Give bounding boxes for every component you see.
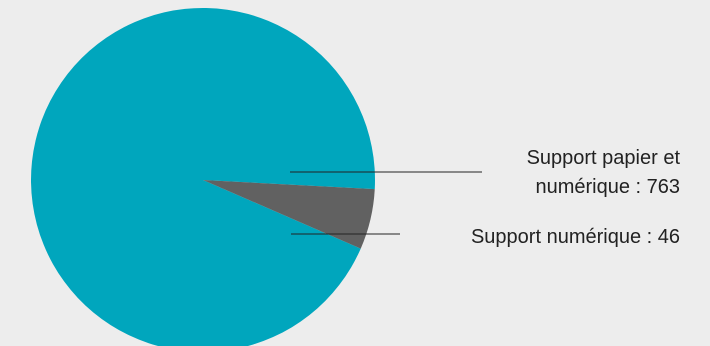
pie-slice-paper-digital [31,8,375,346]
pie-slice-digital [203,180,375,249]
leader-lines [290,171,482,235]
slice-label-paper-digital-line-2: numérique : 763 [535,176,680,198]
pie-slices [31,8,375,346]
slice-label-paper-digital-line-1: Support papier et [527,147,681,169]
slice-label-digital: Support numérique : 46 [471,226,680,248]
